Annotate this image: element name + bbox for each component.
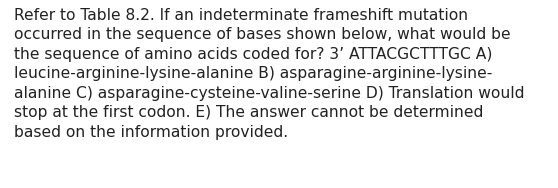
Text: Refer to Table 8.2. If an indeterminate frameshift mutation
occurred in the sequ: Refer to Table 8.2. If an indeterminate … (14, 8, 525, 140)
